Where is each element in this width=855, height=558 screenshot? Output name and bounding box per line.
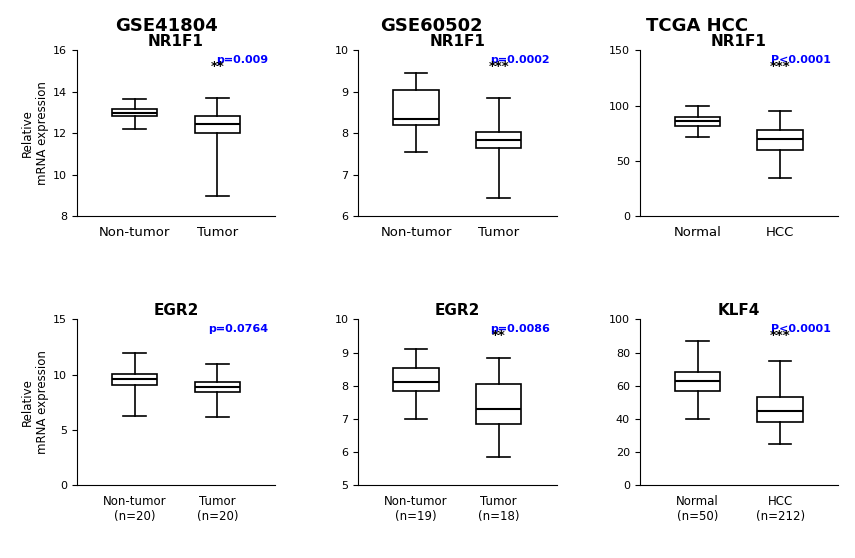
Title: KLF4: KLF4 [717,303,760,318]
Text: ***: *** [770,60,790,73]
PathPatch shape [112,109,157,116]
PathPatch shape [195,116,240,133]
Title: EGR2: EGR2 [153,303,198,318]
Text: **: ** [210,60,224,73]
Text: ***: *** [770,329,790,343]
Text: **: ** [492,329,505,343]
PathPatch shape [675,117,720,126]
PathPatch shape [675,373,720,391]
Title: NR1F1: NR1F1 [148,34,204,49]
PathPatch shape [476,132,522,148]
Text: ***: *** [488,60,509,73]
Y-axis label: Relative
mRNA expression: Relative mRNA expression [21,81,49,185]
PathPatch shape [476,384,522,424]
Text: p=0.0002: p=0.0002 [490,55,550,65]
PathPatch shape [195,382,240,392]
Text: p=0.0764: p=0.0764 [209,324,268,334]
Text: TCGA HCC: TCGA HCC [646,17,748,35]
PathPatch shape [112,374,157,384]
Text: P<0.0001: P<0.0001 [771,55,831,65]
PathPatch shape [758,130,803,150]
Title: NR1F1: NR1F1 [711,34,767,49]
Text: p=0.0086: p=0.0086 [490,324,550,334]
PathPatch shape [393,90,439,125]
PathPatch shape [393,368,439,391]
Text: P<0.0001: P<0.0001 [771,324,831,334]
Text: GSE41804: GSE41804 [115,17,218,35]
Text: p=0.009: p=0.009 [216,55,268,65]
Title: NR1F1: NR1F1 [429,34,486,49]
PathPatch shape [758,397,803,422]
Text: GSE60502: GSE60502 [380,17,483,35]
Title: EGR2: EGR2 [434,303,481,318]
Y-axis label: Relative
mRNA expression: Relative mRNA expression [21,350,49,454]
